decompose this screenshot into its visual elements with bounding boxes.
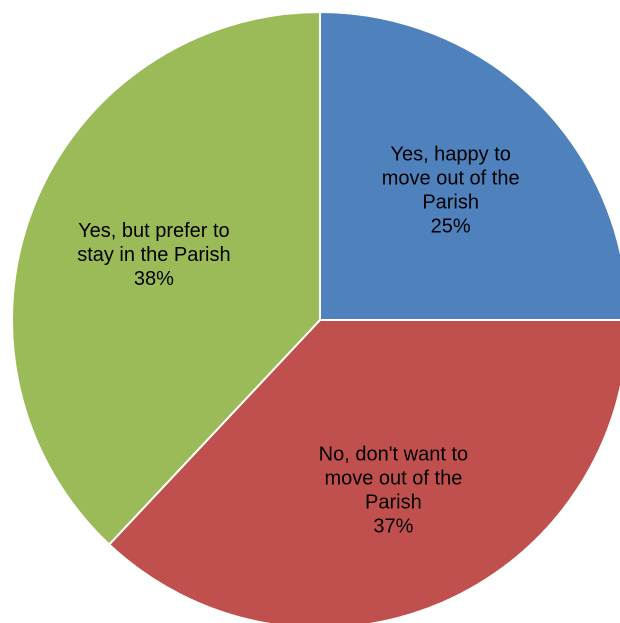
pie-slice-label-1: Yes, happy to move out of the Parish 25%: [382, 143, 520, 237]
slice-value-label: 38%: [134, 268, 174, 290]
pie-slice-label-2: No, don't want to move out of the Parish 37…: [319, 444, 468, 538]
pie-slices: [11, 10, 620, 623]
slice-label-line: move out of the: [324, 468, 462, 490]
slice-label-line: Parish: [422, 191, 479, 213]
slice-label-line: stay in the Parish: [77, 244, 230, 266]
slice-label-line: No, don't want to: [319, 444, 468, 466]
slice-value-label: 37%: [373, 516, 413, 538]
pie-slice-2: [107, 319, 620, 623]
pie-slice-label-3: Yes, but prefer to stay in the Parish 38%: [77, 220, 230, 290]
pie-slice-3: [11, 10, 321, 546]
pie-labels: Yes, happy to move out of the Parish 25%No,…: [77, 143, 519, 537]
slice-label-line: Parish: [365, 492, 422, 514]
slice-label-line: Yes, but prefer to: [78, 220, 230, 242]
pie-slice-1: [319, 10, 620, 321]
slice-label-line: Yes, happy to: [390, 143, 510, 165]
slice-value-label: 25%: [431, 215, 471, 237]
slice-label-line: move out of the: [382, 167, 520, 189]
